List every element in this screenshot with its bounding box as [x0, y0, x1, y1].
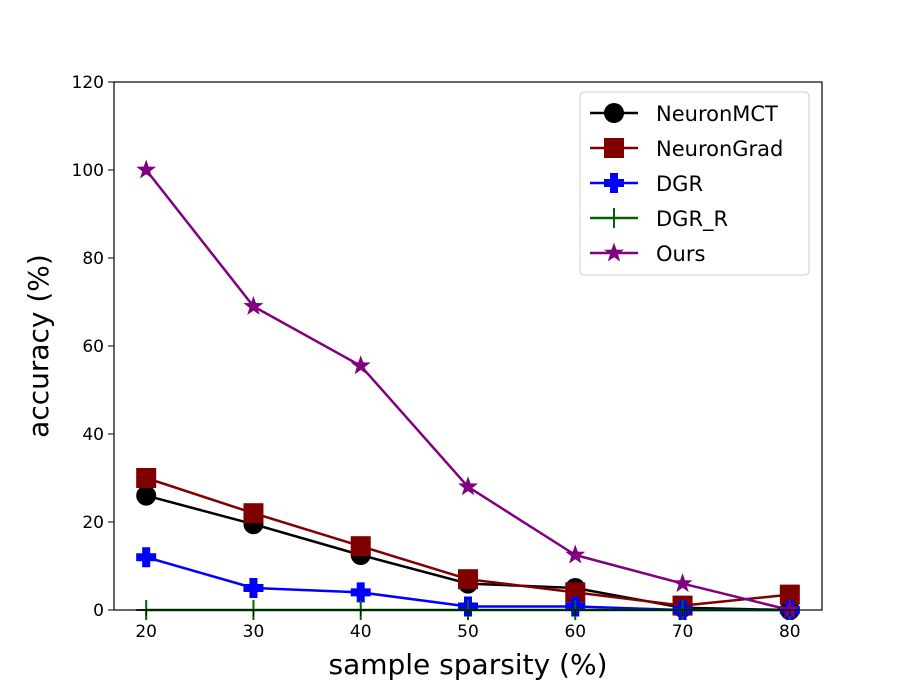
x-tick-label: 40 [350, 622, 372, 642]
legend-box [579, 91, 810, 276]
data-point [136, 485, 157, 506]
data-point [136, 468, 157, 488]
y-tick-label: 20 [82, 513, 104, 533]
x-tick-label: 30 [243, 622, 265, 642]
data-point [565, 582, 586, 603]
y-tick-label: 0 [93, 601, 104, 621]
data-point [243, 578, 264, 598]
legend-item: NeuronMCT [590, 102, 778, 126]
data-point [672, 573, 693, 593]
legend: NeuronMCT NeuronGrad DGR DGR_R Ours [579, 91, 810, 276]
legend-item: DGR_R [590, 207, 728, 232]
data-point [779, 584, 800, 605]
legend-item: Ours [590, 242, 705, 266]
legend-item: DGR [590, 172, 703, 196]
legend-marker [604, 138, 624, 158]
data-point [458, 476, 478, 496]
legend-label: DGR_R [656, 207, 728, 232]
data-point [243, 503, 264, 524]
legend-label: Ours [656, 242, 705, 266]
data-point [565, 544, 586, 564]
legend-marker [604, 208, 624, 228]
legend-item: NeuronGrad [590, 137, 783, 161]
data-point [350, 355, 371, 375]
y-tick-label: 100 [72, 161, 104, 181]
legend-label: DGR [656, 172, 703, 196]
data-point [136, 159, 157, 179]
data-point [136, 547, 157, 568]
x-tick-label: 70 [672, 622, 694, 642]
data-point [350, 536, 371, 557]
x-tick-label: 20 [135, 622, 157, 642]
y-tick-label: 40 [82, 425, 104, 445]
legend-marker [604, 103, 624, 123]
data-point [458, 569, 478, 590]
legend-marker [604, 242, 624, 262]
x-axis: 20 30 40 50 60 70 80 [135, 610, 801, 642]
y-tick-label: 80 [82, 249, 104, 269]
y-axis-label: accuracy (%) [22, 254, 55, 438]
data-point [243, 295, 264, 315]
x-tick-label: 60 [564, 622, 586, 642]
legend-label: NeuronMCT [656, 102, 778, 126]
legend-label: NeuronGrad [656, 137, 783, 161]
data-point [350, 582, 371, 603]
legend-marker [604, 173, 624, 193]
series-ours [136, 159, 800, 619]
y-axis: 0 20 40 60 80 100 120 [72, 73, 114, 621]
x-axis-label: sample sparsity (%) [328, 648, 607, 681]
x-tick-label: 80 [779, 622, 801, 642]
data-point [779, 599, 800, 619]
x-tick-label: 50 [457, 622, 479, 642]
y-tick-label: 120 [72, 73, 104, 93]
y-tick-label: 60 [82, 337, 104, 357]
series-layer [136, 159, 800, 620]
